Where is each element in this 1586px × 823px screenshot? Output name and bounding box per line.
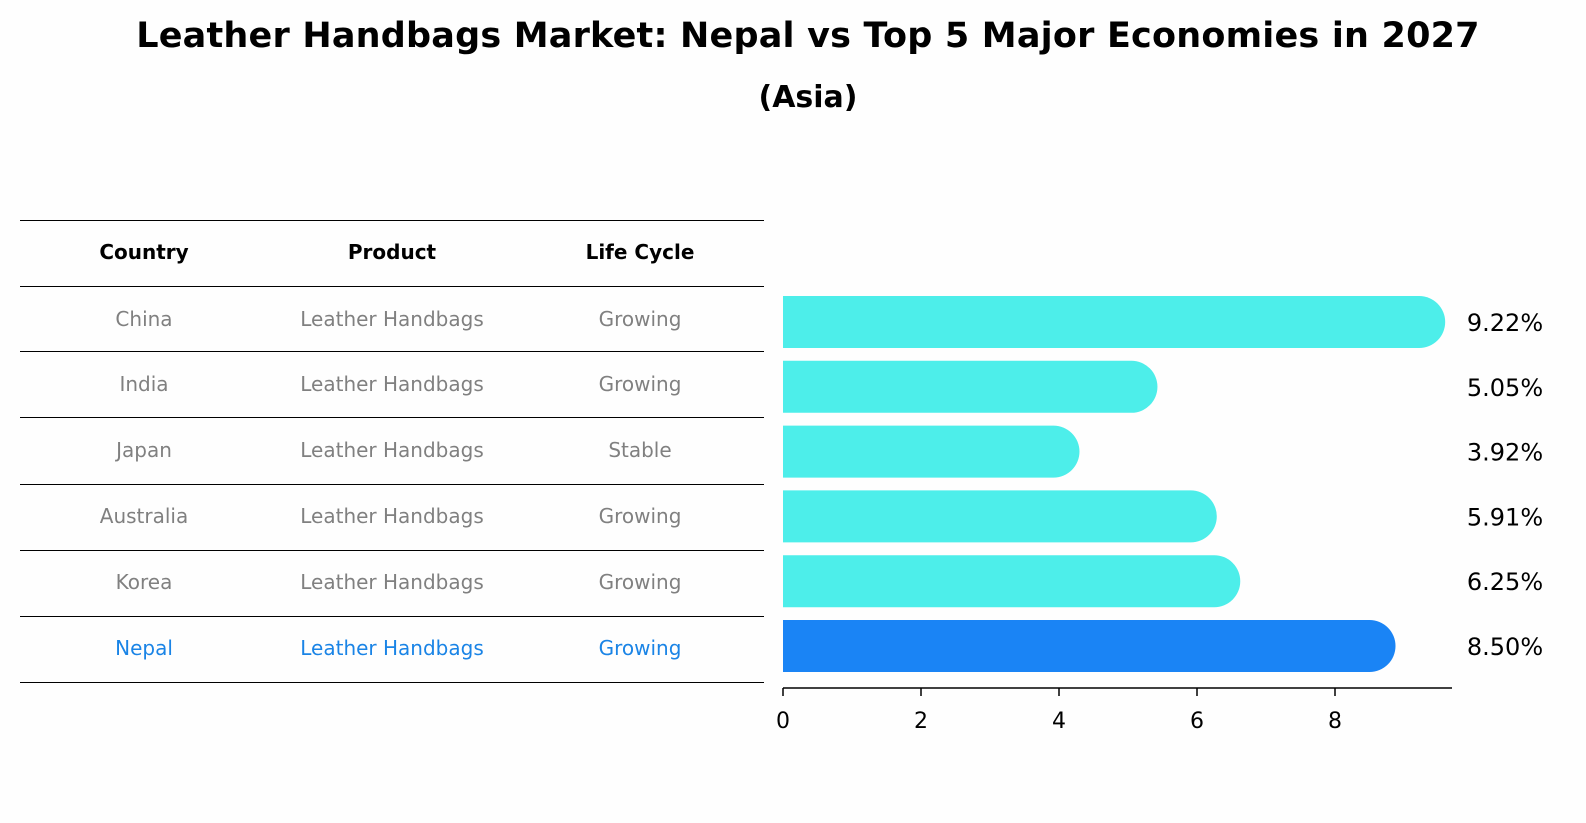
value-label-china: 9.22% [1467,309,1543,337]
cell-life-cycle: Growing [598,570,682,594]
header-product: Product [347,240,437,264]
bar-highlight-nepal [783,620,1396,672]
cell-country-highlight: Nepal [115,636,173,660]
x-tick-label: 8 [1328,709,1342,734]
cell-product-highlight: Leather Handbags [300,636,484,660]
table-rule [20,351,764,352]
value-label-australia: 5.91% [1467,503,1543,531]
cell-life-cycle-highlight: Growing [598,636,682,660]
bar-australia [783,490,1217,543]
cell-product: Leather Handbags [300,438,484,462]
cell-life-cycle: Growing [598,307,682,331]
cell-life-cycle: Stable [608,438,672,462]
cell-country: Australia [99,504,189,528]
bar-japan [783,425,1080,478]
header-country: Country [99,240,189,264]
table-rule [20,417,764,418]
cell-product: Leather Handbags [300,307,484,331]
x-tick-label: 4 [1052,709,1066,734]
table-rule [20,550,764,551]
cell-country: Korea [115,570,173,594]
cell-country: China [115,307,173,331]
x-tick-label: 0 [776,709,790,734]
chart-subtitle: (Asia) [758,80,858,115]
header-life-cycle: Life Cycle [585,240,695,264]
bar-china [783,296,1446,348]
x-tick-label: 6 [1190,709,1204,734]
cell-country: India [119,372,169,396]
value-label-nepal: 8.50% [1467,633,1543,661]
chart-title: Leather Handbags Market: Nepal vs Top 5 … [136,16,1480,56]
value-label-korea: 6.25% [1467,568,1543,596]
cell-product: Leather Handbags [300,372,484,396]
table-rule [20,484,764,485]
table-rule [20,286,764,287]
bar-india [783,360,1158,413]
x-tick-label: 2 [914,709,928,734]
bar-korea [783,555,1241,608]
cell-life-cycle: Growing [598,372,682,396]
value-label-india: 5.05% [1467,374,1543,402]
cell-country: Japan [116,438,172,462]
table-rule [20,682,764,683]
value-label-japan: 3.92% [1467,439,1543,467]
table-rule [20,220,764,221]
cell-product: Leather Handbags [300,570,484,594]
table-rule [20,616,764,617]
cell-product: Leather Handbags [300,504,484,528]
cell-life-cycle: Growing [598,504,682,528]
